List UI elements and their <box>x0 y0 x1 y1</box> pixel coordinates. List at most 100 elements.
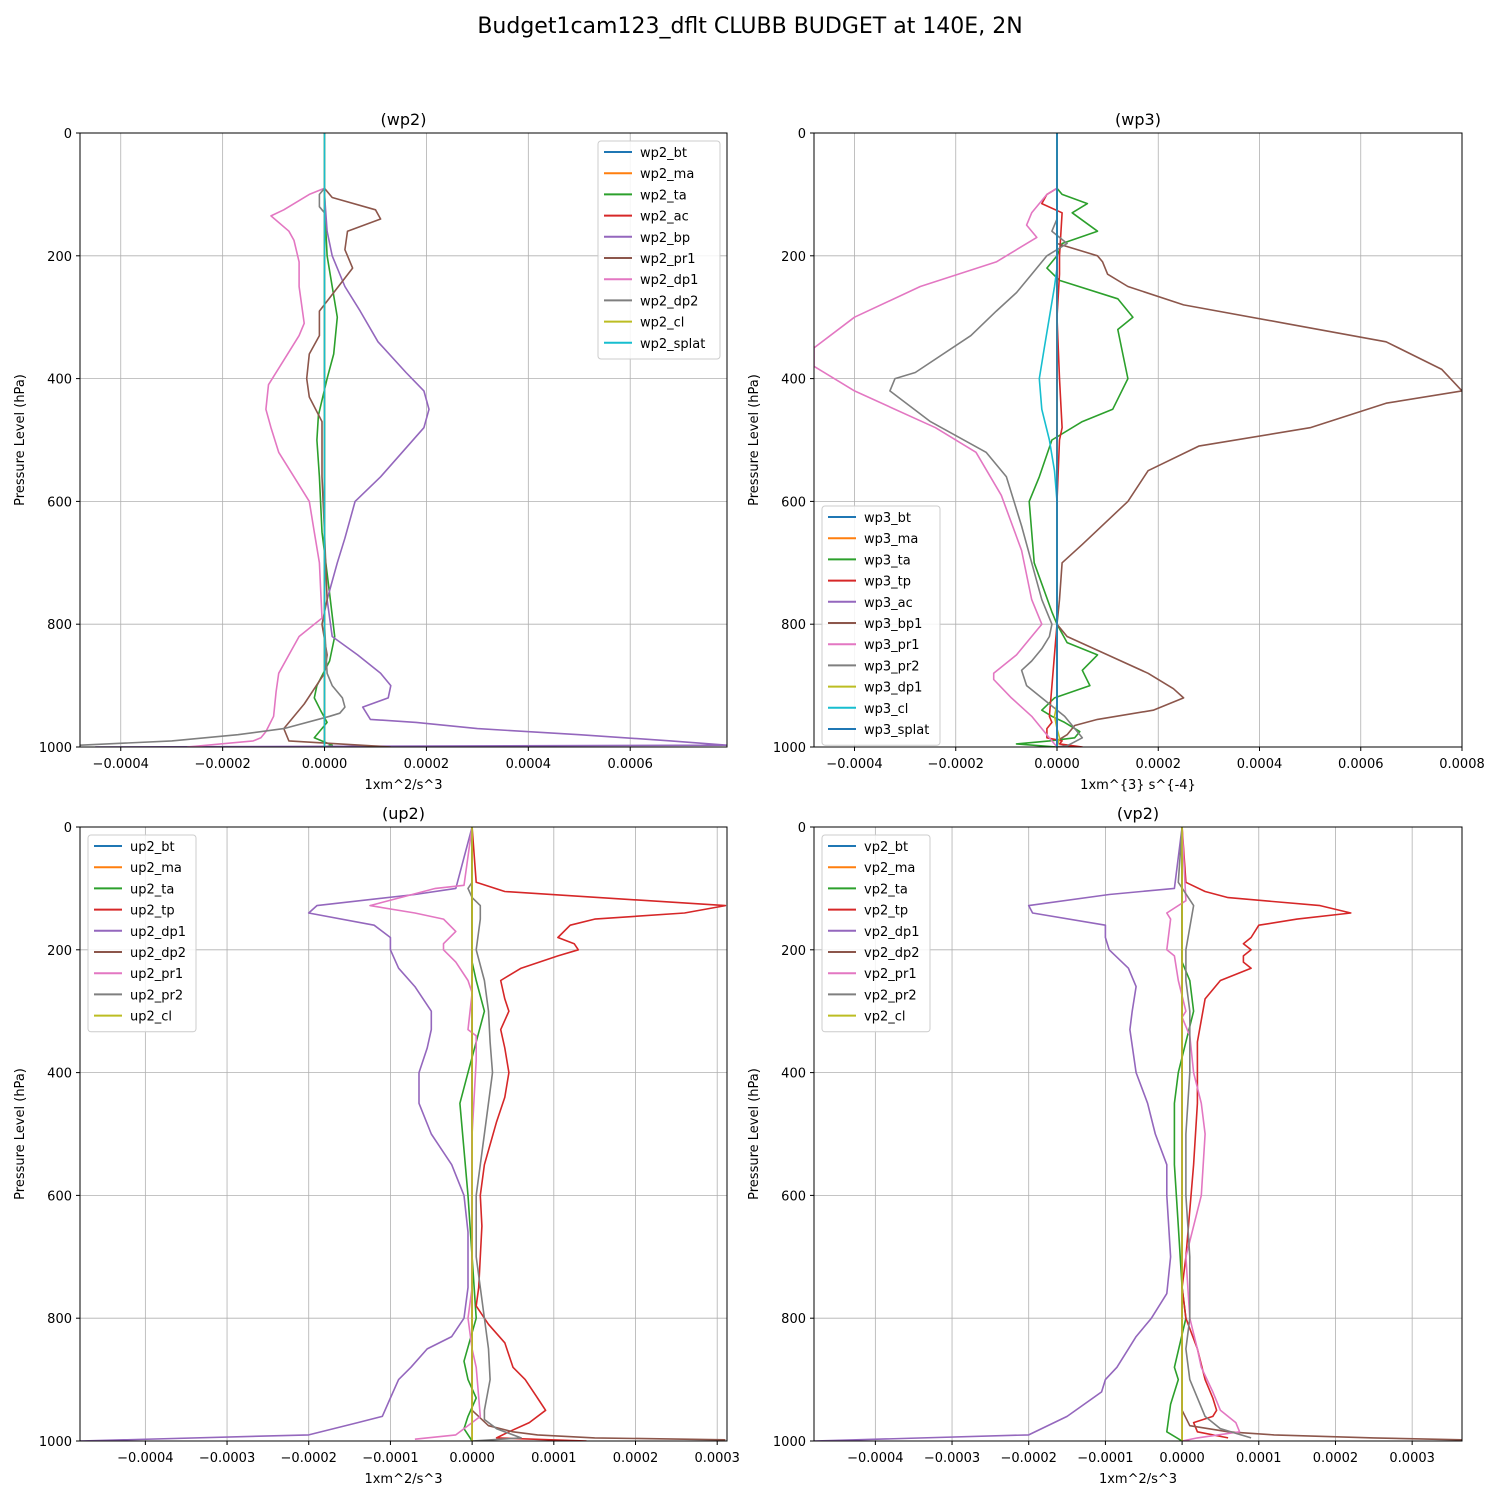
legend-label: up2_tp <box>130 904 175 919</box>
legend-label: wp3_ma <box>864 532 918 547</box>
x-tick-label: 0.0003 <box>694 1451 740 1466</box>
y-axis-label: Pressure Level (hPa) <box>747 1068 762 1200</box>
chart-panel-2: −0.0004 −0.0003 −0.0002 −0.0001 0.0000 0.0001… <box>13 804 740 1487</box>
x-tick-label: 0.0008 <box>1439 757 1485 772</box>
plot-frame <box>813 132 1463 748</box>
x-tick-label: −0.0002 <box>194 757 250 772</box>
y-tick-label: 600 <box>47 495 72 510</box>
legend-label: wp3_ta <box>864 553 911 568</box>
legend-label: up2_dp1 <box>130 925 186 940</box>
plot-frame <box>79 132 728 748</box>
y-tick-label: 800 <box>781 1312 806 1327</box>
series-line-up2_tp <box>471 827 727 1441</box>
y-tick-label: 1000 <box>773 741 806 756</box>
x-axis-label: 1xm^2/s^3 <box>364 1472 442 1487</box>
legend-label: wp2_dp2 <box>640 294 698 309</box>
legend-label: wp2_cl <box>640 316 684 331</box>
x-tick-label: 0.0002 <box>1313 1451 1359 1466</box>
x-tick-label: 0.0006 <box>607 757 653 772</box>
legend-label: wp2_ta <box>640 188 687 203</box>
legend-label: vp2_pr2 <box>864 988 917 1003</box>
y-tick-label: 400 <box>47 1067 72 1082</box>
legend-label: wp2_dp1 <box>640 273 698 288</box>
legend-label: up2_ta <box>130 882 174 897</box>
x-tick-label: −0.0002 <box>281 1451 337 1466</box>
legend-label: wp3_ac <box>864 596 913 611</box>
y-tick-label: 1000 <box>773 1435 806 1450</box>
legend-label: wp3_bt <box>864 511 911 526</box>
legend-label: wp3_pr2 <box>864 659 920 674</box>
y-tick-label: 0 <box>64 127 72 142</box>
series-line-vp2_dp1 <box>814 827 1183 1441</box>
y-axis-label: Pressure Level (hPa) <box>747 374 762 506</box>
legend-label: up2_cl <box>130 1010 172 1025</box>
legend-box <box>821 834 931 1033</box>
series-line-up2_dp1 <box>80 827 473 1441</box>
x-tick-label: −0.0001 <box>362 1451 418 1466</box>
legend-label: vp2_ta <box>864 882 908 897</box>
legend-label: up2_dp2 <box>130 946 186 961</box>
series-line-vp2_pr1 <box>1166 827 1241 1441</box>
x-tick-label: −0.0001 <box>1077 1451 1133 1466</box>
x-tick-label: 0.0004 <box>506 757 552 772</box>
y-axis-label: Pressure Level (hPa) <box>13 374 28 506</box>
chart-panel-0: −0.0004 −0.0002 0.0000 0.0002 0.0004 0.0006 0 2… <box>13 110 728 793</box>
x-axis-label: 1xm^2/s^3 <box>364 778 442 793</box>
series-group <box>814 827 1462 1441</box>
y-tick-label: 0 <box>64 821 72 836</box>
legend-label: vp2_dp1 <box>864 925 920 940</box>
chart-panel-3: −0.0004 −0.0003 −0.0002 −0.0001 0.0000 0.0001… <box>747 804 1463 1487</box>
x-tick-label: −0.0002 <box>1001 1451 1057 1466</box>
x-tick-label: 0.0000 <box>1034 757 1080 772</box>
y-tick-label: 200 <box>47 944 72 959</box>
x-tick-label: −0.0004 <box>117 1451 173 1466</box>
x-tick-label: 0.0006 <box>1338 757 1384 772</box>
legend-label: wp2_ac <box>640 210 689 225</box>
legend-box <box>87 834 197 1033</box>
legend-label: wp3_bp1 <box>864 617 922 632</box>
series-line-wp3_tp <box>1041 133 1084 747</box>
y-tick-label: 400 <box>781 373 806 388</box>
series-line-wp3_cl <box>1038 133 1058 747</box>
legend: wp3_bt wp3_ma wp3_ta wp3_tp wp3_ac wp3_bp1 wp3… <box>821 505 941 746</box>
legend-label: vp2_tp <box>864 904 908 919</box>
x-tick-label: 0.0003 <box>1389 1451 1435 1466</box>
x-tick-label: 0.0000 <box>1159 1451 1205 1466</box>
series-group <box>814 133 1462 747</box>
legend: vp2_bt vp2_ma vp2_ta vp2_tp vp2_dp1 vp2_dp2vp… <box>821 834 931 1033</box>
legend-label: up2_ma <box>130 861 182 876</box>
legend-label: up2_bt <box>130 840 175 855</box>
series-line-up2_pr1 <box>369 827 482 1440</box>
y-axis-label: Pressure Level (hPa) <box>13 1068 28 1200</box>
figure-title: Budget1cam123_dflt CLUBB BUDGET at 140E,… <box>477 14 1023 39</box>
x-tick-label: −0.0004 <box>93 757 149 772</box>
y-tick-label: 600 <box>47 1189 72 1204</box>
x-tick-label: 0.0002 <box>1136 757 1182 772</box>
series-line-wp3_pr2 <box>889 133 1084 747</box>
y-tick-label: 400 <box>781 1067 806 1082</box>
series-group <box>80 133 727 747</box>
series-line-wp2_dp2 <box>80 133 346 746</box>
x-tick-label: −0.0003 <box>199 1451 255 1466</box>
legend-label: vp2_dp2 <box>864 946 920 961</box>
x-tick-label: 0.0001 <box>531 1451 577 1466</box>
y-tick-label: 800 <box>47 618 72 633</box>
legend-box <box>821 505 941 746</box>
series-line-up2_pr2 <box>467 827 522 1441</box>
legend-label: wp2_bt <box>640 146 687 161</box>
y-tick-label: 400 <box>47 373 72 388</box>
y-tick-label: 200 <box>47 250 72 265</box>
chart-title: (up2) <box>382 804 425 823</box>
x-tick-label: −0.0004 <box>847 1451 903 1466</box>
chart-panel-1: −0.0004 −0.0002 0.0000 0.0002 0.0004 0.0006 0.… <box>747 110 1485 793</box>
legend-label: vp2_pr1 <box>864 967 917 982</box>
legend-label: wp3_pr1 <box>864 638 920 653</box>
x-tick-label: 0.0000 <box>449 1451 495 1466</box>
series-group <box>80 827 727 1441</box>
x-tick-label: −0.0004 <box>826 757 882 772</box>
legend-label: wp3_dp1 <box>864 681 922 696</box>
series-line-wp2_pr1 <box>282 133 391 747</box>
y-tick-label: 200 <box>781 250 806 265</box>
